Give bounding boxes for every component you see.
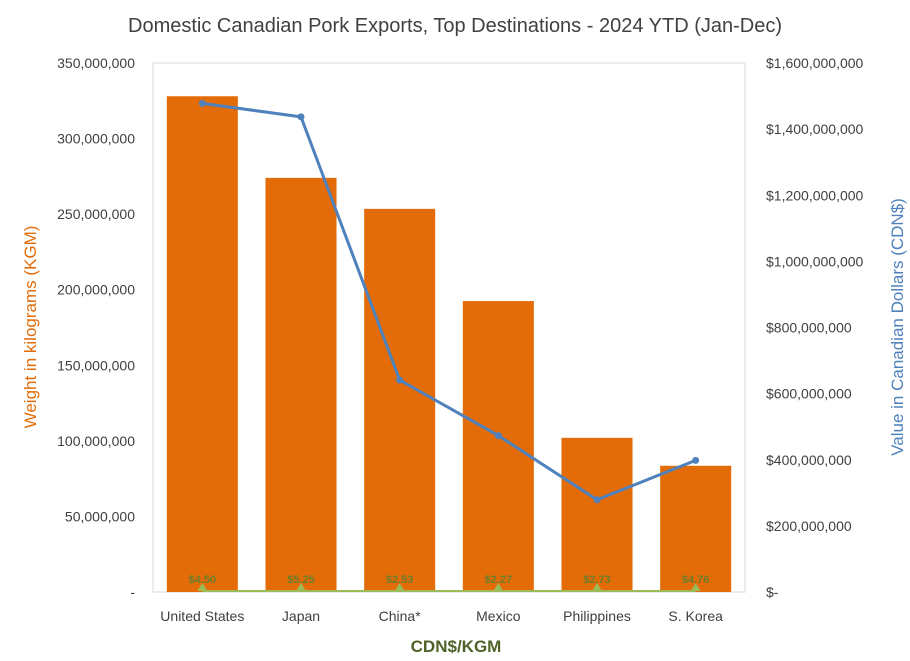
- value-line: [198, 99, 700, 504]
- y-tick-label: 350,000,000: [57, 55, 135, 71]
- y2-tick-label: $1,000,000,000: [766, 253, 864, 269]
- plot-border: [152, 62, 746, 593]
- ratio-data-label: $2.73: [583, 574, 611, 586]
- weight-bars: [166, 96, 732, 593]
- y2-tick-label: $800,000,000: [766, 320, 852, 336]
- y2-tick-label: $200,000,000: [766, 518, 852, 534]
- x-tick-label: S. Korea: [668, 608, 723, 624]
- ratio-data-label: $4.50: [189, 574, 217, 586]
- ratio-marker: [394, 583, 405, 591]
- x-axis-categories: United States Japan China* Mexico Philippine…: [160, 608, 723, 624]
- plot-area: [152, 62, 746, 593]
- value-point: [692, 456, 700, 464]
- x-tick-label: Mexico: [476, 608, 521, 624]
- bar: [265, 177, 337, 592]
- value-point: [494, 432, 502, 440]
- y2-tick-label: $1,600,000,000: [766, 55, 864, 71]
- y2-tick-label: $600,000,000: [766, 386, 852, 402]
- ratio-line: $4.50 $5.25 $2.53 $2.27 $2.73 $4.76: [189, 574, 710, 592]
- ratio-data-label: $4.76: [682, 574, 710, 586]
- bar: [364, 208, 436, 593]
- bar: [660, 465, 732, 592]
- value-point: [396, 376, 404, 384]
- y-tick-label: 200,000,000: [57, 282, 135, 298]
- ratio-marker: [493, 583, 504, 591]
- value-point: [593, 496, 601, 504]
- y-tick-label: -: [130, 584, 135, 600]
- y-tick-label: 150,000,000: [57, 357, 135, 373]
- ratio-data-label: $5.25: [287, 574, 315, 586]
- value-point: [297, 113, 305, 121]
- y-axis-left-ticks: - 50,000,000 100,000,000 150,000,000 200,000…: [57, 55, 135, 600]
- ratio-marker: [197, 583, 208, 591]
- y-axis-right-ticks: $- $200,000,000 $400,000,000 $600,000,000 $8…: [766, 55, 864, 600]
- ratio-data-label: $2.27: [485, 574, 513, 586]
- ratio-marker: [592, 583, 602, 591]
- y-tick-label: 100,000,000: [57, 433, 135, 449]
- chart-title: Domestic Canadian Pork Exports, Top Dest…: [128, 15, 782, 37]
- y-axis-right-label: Value in Canadian Dollars (CDN$): [888, 198, 907, 456]
- y-tick-label: 300,000,000: [57, 131, 135, 147]
- y-tick-label: 250,000,000: [57, 206, 135, 222]
- x-tick-label: Philippines: [563, 608, 631, 624]
- ratio-data-label: $2.53: [386, 574, 414, 586]
- bar: [462, 301, 534, 592]
- y2-tick-label: $1,400,000,000: [766, 121, 864, 137]
- bar: [561, 437, 633, 592]
- y2-tick-label: $1,200,000,000: [766, 187, 864, 203]
- value-point: [198, 99, 206, 107]
- x-tick-label: Japan: [282, 608, 320, 624]
- x-axis-label: CDN$/KGM: [411, 637, 502, 656]
- ratio-marker: [296, 583, 306, 591]
- bar: [166, 96, 238, 592]
- value-line-path: [202, 101, 697, 502]
- ratio-marker: [690, 583, 701, 591]
- x-tick-label: United States: [160, 608, 244, 624]
- x-tick-label: China*: [379, 608, 422, 624]
- y-tick-label: 50,000,000: [65, 508, 135, 524]
- y2-tick-label: $-: [766, 584, 779, 600]
- y2-tick-label: $400,000,000: [766, 452, 852, 468]
- y-axis-left-label: Weight in kilograms (KGM): [21, 226, 40, 429]
